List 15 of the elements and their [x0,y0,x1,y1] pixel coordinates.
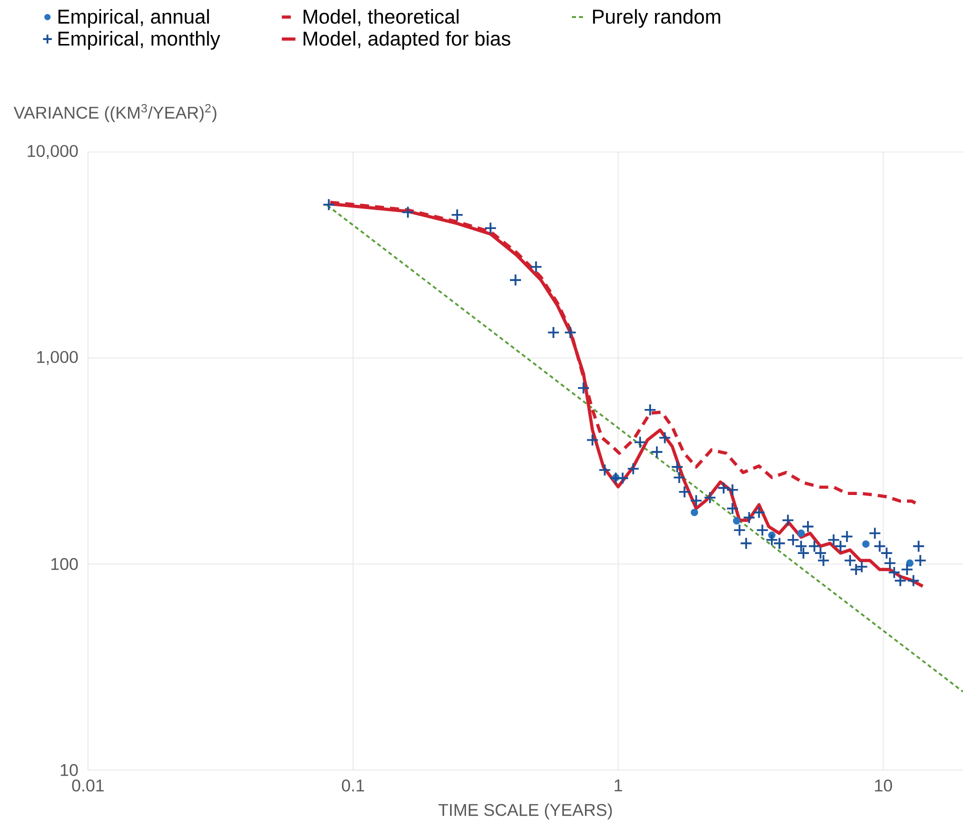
x-tick-label: 0.01 [72,780,104,792]
x-tick-label: 1 [614,780,622,792]
y-tick-label: 10,000 [28,144,78,160]
legend-label: Empirical, monthly [58,31,220,50]
legend-label: Model, theoretical [304,9,459,26]
y-axis-title: VARIANCE ((KM$^{3}$/YEAR)$^{2}$) [14,104,216,122]
legend-label: Purely random [593,9,720,28]
legend-label: Model, adapted for bias [304,31,510,50]
y-tick-label: 10 [60,764,78,776]
x-tick-label: 10 [875,780,892,792]
legend-label: Empirical, annual [58,9,209,28]
y-tick-label: 100 [51,558,78,570]
y-tick-label: 1,000 [37,350,78,366]
x-axis-title: TIME SCALE (YEARS) [438,804,612,820]
x-tick-label: 0.1 [342,780,364,792]
